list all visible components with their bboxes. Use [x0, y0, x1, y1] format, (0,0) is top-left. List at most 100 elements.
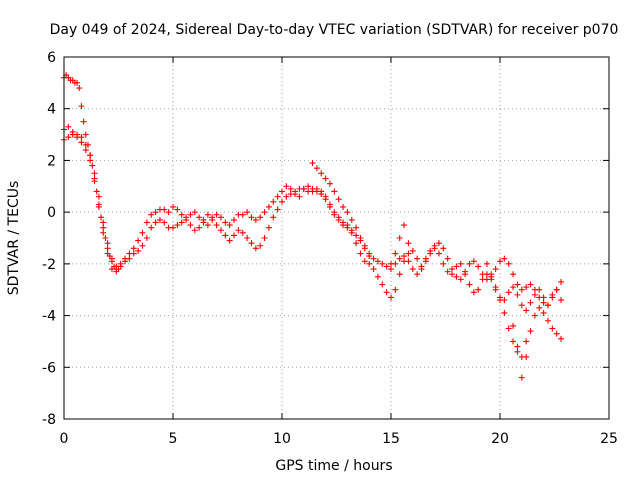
y-tick-label: -8 [42, 412, 56, 428]
data-point [74, 79, 81, 86]
data-point [222, 219, 229, 226]
data-point [348, 216, 355, 223]
data-point [274, 193, 281, 200]
data-point [248, 214, 255, 221]
data-point [270, 214, 277, 221]
data-point [148, 211, 155, 218]
data-point [353, 224, 360, 231]
data-point [93, 188, 100, 195]
data-point [170, 224, 176, 231]
data-point [405, 250, 412, 257]
data-point [213, 211, 220, 218]
data-point [78, 103, 85, 110]
data-point [187, 211, 194, 218]
data-point [553, 330, 560, 337]
data-point [558, 278, 565, 285]
data-point [318, 188, 325, 195]
data-point [87, 157, 94, 164]
data-point [483, 276, 490, 283]
data-point [318, 170, 325, 177]
data-point [514, 291, 521, 298]
data-point [248, 240, 255, 247]
x-tick-label: 5 [169, 431, 178, 447]
data-point [161, 206, 168, 213]
data-point [279, 198, 285, 205]
data-point [82, 131, 89, 138]
data-point [462, 268, 469, 275]
data-point [527, 328, 534, 335]
data-point [204, 222, 211, 229]
data-point [104, 245, 111, 252]
data-point [257, 242, 264, 249]
data-point [152, 209, 159, 216]
data-point [392, 286, 399, 293]
x-tick-label: 15 [382, 431, 400, 447]
data-point [135, 237, 142, 244]
data-point [361, 258, 368, 265]
data-point [344, 209, 351, 216]
data-point [261, 235, 268, 241]
data-point [422, 255, 429, 262]
data-point [95, 201, 102, 208]
data-point [226, 222, 233, 229]
data-point [510, 322, 517, 329]
data-point [143, 219, 150, 226]
data-point [191, 209, 198, 216]
x-tick-label: 0 [60, 431, 69, 447]
data-point [483, 260, 490, 267]
data-point [161, 219, 168, 226]
data-point [91, 170, 98, 177]
data-point [383, 289, 390, 296]
data-point [204, 211, 211, 218]
data-point [178, 211, 185, 218]
data-point [505, 325, 512, 332]
data-point [492, 284, 499, 291]
data-point [235, 227, 242, 234]
data-point [187, 222, 194, 229]
data-point [510, 284, 517, 291]
data-series [309, 160, 412, 270]
y-tick-label: -2 [42, 257, 56, 273]
data-point [270, 198, 277, 205]
data-point [76, 85, 83, 92]
data-point [231, 216, 238, 223]
data-point [427, 247, 434, 254]
data-point [174, 222, 181, 229]
data-point [348, 227, 355, 234]
data-point [139, 242, 146, 249]
data-point [409, 247, 416, 254]
data-point [95, 193, 102, 200]
data-point [239, 211, 246, 218]
data-point [178, 219, 185, 226]
data-point [226, 237, 233, 244]
data-point [174, 206, 181, 213]
data-point [514, 348, 521, 355]
data-point [287, 191, 294, 198]
data-point [84, 141, 91, 148]
data-point [183, 216, 190, 223]
data-point [527, 299, 534, 306]
data-point [401, 253, 408, 260]
data-point [540, 299, 547, 306]
data-point [217, 227, 224, 234]
data-point [213, 222, 220, 229]
data-point [457, 260, 464, 267]
y-tick-label: -6 [42, 360, 56, 376]
data-point [353, 232, 360, 239]
y-axis-label: SDTVAR / TECUs [6, 181, 22, 296]
data-point [449, 271, 456, 278]
data-point [431, 242, 438, 249]
data-point [152, 219, 159, 226]
data-point [392, 260, 399, 267]
data-point [414, 255, 421, 262]
data-point [497, 297, 503, 304]
data-point [523, 353, 530, 360]
data-point [322, 175, 329, 182]
data-point [514, 343, 521, 350]
data-point [558, 297, 565, 304]
data-point [252, 245, 259, 252]
data-point [196, 224, 203, 231]
y-tick-label: 2 [47, 153, 56, 169]
data-point [265, 224, 272, 231]
data-point [104, 240, 111, 247]
